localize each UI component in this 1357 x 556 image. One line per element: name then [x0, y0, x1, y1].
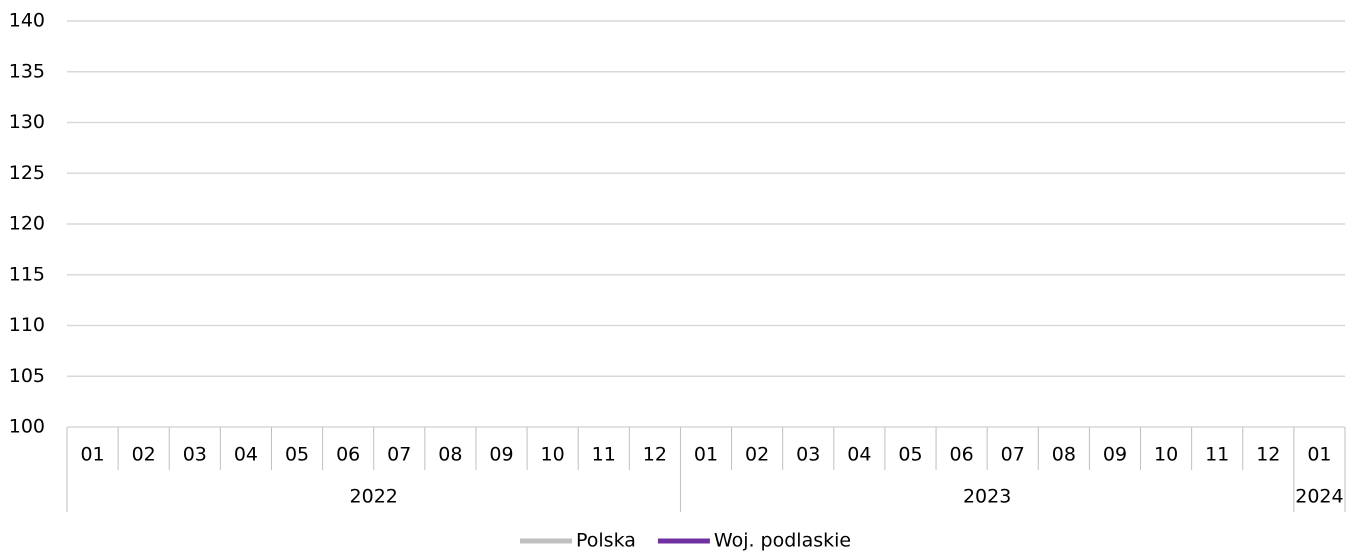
y-tick-label: 135: [9, 60, 45, 82]
x-tick-label: 12: [1256, 444, 1280, 466]
x-tick-label: 11: [1205, 444, 1229, 466]
x-tick-label: 04: [234, 444, 258, 466]
x-tick-label: 01: [1307, 444, 1331, 466]
x-tick-label: 01: [694, 444, 718, 466]
legend-label: Polska: [576, 530, 636, 552]
x-tick-label: 05: [898, 444, 922, 466]
x-tick-label: 10: [541, 444, 565, 466]
y-tick-label: 130: [9, 111, 45, 133]
x-tick-label: 07: [1001, 444, 1025, 466]
x-tick-label: 08: [438, 444, 462, 466]
x-tick-label: 12: [643, 444, 667, 466]
x-tick-label: 06: [950, 444, 974, 466]
y-tick-label: 120: [9, 213, 45, 235]
group-label: 2023: [963, 486, 1011, 508]
y-tick-label: 100: [9, 416, 45, 438]
y-tick-label: 140: [9, 10, 45, 32]
x-tick-label: 01: [80, 444, 104, 466]
legend-label: Woj. podlaskie: [714, 530, 851, 552]
x-tick-label: 09: [1103, 444, 1127, 466]
y-tick-label: 125: [9, 162, 45, 184]
x-tick-label: 03: [183, 444, 207, 466]
x-tick-label: 03: [796, 444, 820, 466]
x-tick-label: 09: [489, 444, 513, 466]
x-tick-label: 04: [847, 444, 871, 466]
x-tick-label: 02: [132, 444, 156, 466]
x-tick-label: 11: [592, 444, 616, 466]
x-tick-label: 05: [285, 444, 309, 466]
x-tick-label: 02: [745, 444, 769, 466]
group-label: 2024: [1295, 486, 1343, 508]
x-tick-label: 08: [1052, 444, 1076, 466]
y-tick-label: 105: [9, 365, 45, 387]
y-tick-label: 115: [9, 263, 45, 285]
group-label: 2022: [350, 486, 398, 508]
y-tick-label: 110: [9, 314, 45, 336]
x-tick-label: 10: [1154, 444, 1178, 466]
x-tick-label: 06: [336, 444, 360, 466]
x-tick-label: 07: [387, 444, 411, 466]
